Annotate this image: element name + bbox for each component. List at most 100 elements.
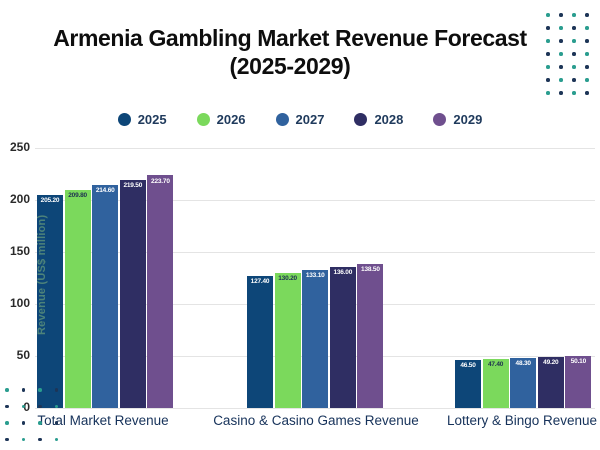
y-tick-label-250: 250 <box>9 140 30 154</box>
bar-2028-group1 <box>119 179 146 408</box>
decoration-dot <box>546 78 550 82</box>
bar-2028-group2 <box>329 266 356 408</box>
decoration-dot <box>585 65 589 69</box>
decoration-dot <box>21 437 25 441</box>
decoration-dot <box>54 388 58 392</box>
legend-dot-icon-2029 <box>433 113 447 126</box>
y-tick-label-0: 0 <box>23 400 30 414</box>
decoration-dot <box>21 404 25 408</box>
decoration-dot <box>559 26 563 30</box>
bar-value-label-2027-group1: 214.60 <box>95 187 115 195</box>
decoration-dot <box>559 65 563 69</box>
decoration-dot <box>546 13 550 17</box>
legend-dot-icon-2028 <box>354 113 368 126</box>
bar-2025-group1 <box>37 194 63 408</box>
bar-2028-group3 <box>537 356 564 408</box>
decoration-dot <box>572 65 576 69</box>
bar-value-label-2029-group3: 50.10 <box>570 358 587 366</box>
decoration-dot <box>546 39 550 43</box>
decoration-dot <box>559 52 563 56</box>
legend-item-2025: 2025 <box>117 112 167 127</box>
bar-value-label-2028-group1: 219.50 <box>123 182 143 190</box>
bar-2027-group2 <box>302 269 329 408</box>
decoration-dot <box>5 388 9 392</box>
gridline-200 <box>35 200 595 201</box>
legend-dot-icon-2026 <box>196 113 210 126</box>
decoration-dot <box>21 388 25 392</box>
bar-value-label-2027-group2: 133.10 <box>305 272 325 280</box>
bar-2029-group2 <box>357 263 384 408</box>
legend-dot-icon-2027 <box>275 113 289 126</box>
decoration-dot <box>559 78 563 82</box>
legend-label-2027: 2027 <box>295 112 325 127</box>
decoration-dot <box>54 404 58 408</box>
decoration-dot <box>585 91 589 95</box>
bar-value-label-2025-group2: 127.40 <box>250 278 270 285</box>
bar-2027-group3 <box>510 357 537 408</box>
decoration-dot <box>5 421 9 425</box>
bar-value-label-2025-group1: 205.20 <box>40 197 60 205</box>
legend-label-2026: 2026 <box>216 112 246 127</box>
gridline-150 <box>35 252 595 253</box>
legend-item-2026: 2026 <box>196 112 246 127</box>
bar-2029-group3 <box>565 355 592 408</box>
bar-value-label-2029-group1: 223.70 <box>151 177 170 185</box>
y-tick-label-200: 200 <box>9 192 30 206</box>
decoration-dot <box>5 437 9 441</box>
decoration-dot <box>572 26 576 30</box>
bar-value-label-2029-group2: 138.50 <box>361 266 380 274</box>
decoration-dot <box>5 404 9 408</box>
decoration-dot <box>546 65 550 69</box>
decoration-dot <box>546 91 550 95</box>
chart-title: Armenia Gambling Market Revenue Forecast… <box>10 24 570 80</box>
bar-2026-group1 <box>64 189 91 408</box>
decoration-dot <box>585 52 589 56</box>
gridline-250 <box>35 148 595 149</box>
decoration-dot <box>559 39 563 43</box>
y-tick-label-100: 100 <box>9 296 30 310</box>
decoration-dot <box>585 78 589 82</box>
decoration-dot <box>54 421 58 425</box>
legend-dot-icon-2025 <box>117 113 131 126</box>
decoration-dot <box>572 78 576 82</box>
decoration-dot <box>38 404 42 408</box>
decoration-dot <box>585 26 589 30</box>
decoration-dot <box>38 388 42 392</box>
decoration-dot <box>54 437 58 441</box>
decoration-dot <box>559 91 563 95</box>
bar-2025-group3 <box>455 359 481 408</box>
decoration-dot <box>585 13 589 17</box>
bar-value-label-2028-group2: 136.00 <box>333 269 353 277</box>
bar-value-label-2025-group3: 46.50 <box>460 362 476 370</box>
decoration-dot <box>572 39 576 43</box>
decoration-dot <box>572 52 576 56</box>
y-tick-label-50: 50 <box>16 348 30 362</box>
decoration-dot <box>585 39 589 43</box>
bar-value-label-2028-group3: 49.20 <box>543 359 559 367</box>
x-category-label-1: Total Market Revenue <box>37 413 169 428</box>
decoration-dot <box>21 421 25 425</box>
legend-item-2027: 2027 <box>275 112 325 127</box>
chart-title-line2: (2025-2029) <box>229 53 351 79</box>
bar-value-label-2026-group3: 47.40 <box>487 361 504 369</box>
y-axis-title: Revenue (US$ million) <box>36 214 48 335</box>
chart-legend: 2025 2026 2027 2028 2029 <box>0 112 600 127</box>
decoration-dot <box>38 421 42 425</box>
bar-2026-group3 <box>482 358 509 408</box>
decoration-dot <box>572 13 576 17</box>
bar-value-label-2026-group2: 130.20 <box>278 275 297 283</box>
x-category-label-2: Casino & Casino Games Revenue <box>213 413 419 428</box>
decoration-dot <box>572 91 576 95</box>
chart-title-line1: Armenia Gambling Market Revenue Forecast <box>53 25 527 51</box>
decoration-dot <box>546 26 550 30</box>
legend-item-2028: 2028 <box>354 112 403 127</box>
decoration-dot <box>546 52 550 56</box>
legend-label-2029: 2029 <box>453 112 483 127</box>
x-category-label-3: Lottery & Bingo Revenue <box>446 413 598 428</box>
legend-label-2025: 2025 <box>137 112 167 127</box>
decoration-dot <box>38 437 42 441</box>
gridline-0 <box>35 408 595 409</box>
bar-2026-group2 <box>274 272 301 408</box>
bar-2025-group2 <box>247 275 273 408</box>
